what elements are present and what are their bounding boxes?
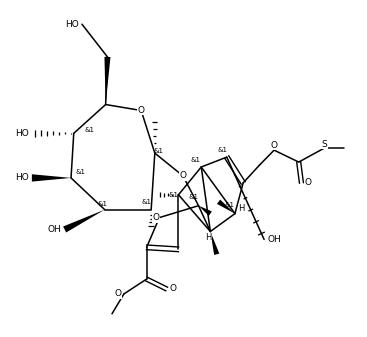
- Text: O: O: [304, 178, 311, 187]
- Text: &1: &1: [168, 192, 178, 198]
- Text: OH: OH: [48, 225, 61, 234]
- Text: O: O: [152, 213, 159, 222]
- Text: &1: &1: [190, 157, 200, 163]
- Text: HO: HO: [65, 20, 79, 29]
- Polygon shape: [210, 232, 219, 255]
- Text: HO: HO: [15, 129, 29, 138]
- Text: &1: &1: [76, 169, 86, 175]
- Text: &1: &1: [225, 202, 235, 208]
- Text: O: O: [138, 106, 145, 115]
- Text: O: O: [179, 172, 186, 180]
- Text: &1: &1: [85, 127, 95, 133]
- Text: O: O: [114, 289, 121, 299]
- Polygon shape: [63, 210, 105, 233]
- Text: &1: &1: [141, 199, 151, 205]
- Text: O: O: [170, 284, 177, 294]
- Text: S: S: [321, 140, 327, 149]
- Polygon shape: [217, 200, 235, 214]
- Text: &1: &1: [154, 148, 164, 154]
- Text: &1: &1: [218, 147, 228, 153]
- Polygon shape: [105, 57, 110, 104]
- Polygon shape: [199, 206, 212, 216]
- Text: &1: &1: [98, 201, 108, 207]
- Text: O: O: [270, 141, 277, 150]
- Text: &1: &1: [189, 194, 199, 200]
- Text: H: H: [238, 204, 245, 213]
- Text: HO: HO: [15, 174, 29, 182]
- Text: OH: OH: [268, 235, 281, 244]
- Text: H: H: [206, 233, 212, 242]
- Polygon shape: [32, 174, 71, 182]
